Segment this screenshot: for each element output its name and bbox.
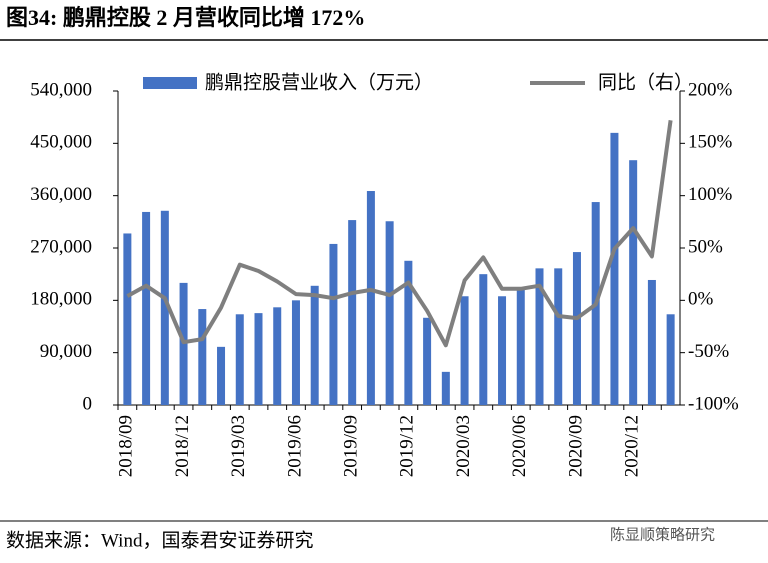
y-tick-label: 270,000: [30, 236, 92, 257]
x-tick-label: 2019/09: [341, 415, 362, 477]
bar: [235, 314, 244, 405]
bar: [535, 268, 544, 405]
x-tick-label: 2020/12: [622, 415, 643, 477]
x-tick-label: 2020/03: [453, 415, 474, 477]
bar: [348, 220, 357, 405]
bar: [479, 274, 488, 405]
y2-tick-label: 200%: [688, 79, 733, 100]
x-tick-label: 2018/09: [116, 415, 137, 477]
x-tick-label: 2018/12: [172, 415, 193, 477]
watermark: 陈显顺策略研究: [610, 526, 715, 544]
y2-tick-label: 0%: [688, 289, 714, 310]
bar: [516, 289, 525, 405]
bar: [441, 371, 450, 405]
bar: [554, 268, 563, 405]
y2-tick-label: 50%: [688, 236, 723, 257]
bar: [460, 296, 469, 405]
bar: [310, 285, 319, 405]
bar: [273, 307, 282, 405]
x-tick-label: 2019/12: [397, 415, 418, 477]
legend-label: 鹏鼎控股营业收入（万元）: [205, 71, 433, 93]
y-tick-label: 0: [83, 393, 93, 414]
source: 数据来源：Wind，国泰君安证券研究: [6, 529, 313, 551]
x-tick-label: 2020/06: [509, 415, 530, 477]
title: 图34: 鹏鼎控股 2 月营收同比增 172%: [6, 5, 365, 30]
legend-swatch: [143, 77, 197, 89]
bar: [423, 317, 432, 405]
y-tick-label: 180,000: [30, 289, 92, 310]
x-tick-label: 2019/03: [228, 415, 249, 477]
y2-tick-label: 150%: [688, 132, 733, 153]
y2-tick-label: -100%: [688, 393, 739, 414]
bar: [404, 260, 413, 405]
bar: [647, 279, 656, 405]
bar: [198, 309, 207, 405]
bar: [610, 132, 619, 405]
bar: [498, 296, 507, 405]
bar: [666, 314, 675, 405]
bar: [629, 160, 638, 405]
bar: [385, 221, 394, 405]
y2-tick-label: 100%: [688, 184, 733, 205]
bar: [160, 210, 169, 405]
y-tick-label: 540,000: [30, 79, 92, 100]
line: [126, 120, 673, 348]
bar: [366, 191, 375, 405]
legend-label: 同比（右）: [598, 71, 693, 93]
y-tick-label: 90,000: [40, 341, 92, 362]
chart: 0 90,000 180,000 270,000 360,000 450,000 540,0…: [30, 71, 739, 477]
y-tick-label: 450,000: [30, 132, 92, 153]
bar: [291, 300, 300, 405]
bar: [254, 313, 263, 405]
bar: [217, 346, 226, 405]
y-tick-label: 360,000: [30, 184, 92, 205]
bar: [142, 211, 151, 405]
bar: [123, 233, 132, 405]
x-tick-label: 2020/09: [565, 415, 586, 477]
y2-tick-label: -50%: [688, 341, 729, 362]
bar: [329, 243, 338, 405]
bar: [572, 252, 581, 405]
x-tick-label: 2019/06: [284, 415, 305, 477]
